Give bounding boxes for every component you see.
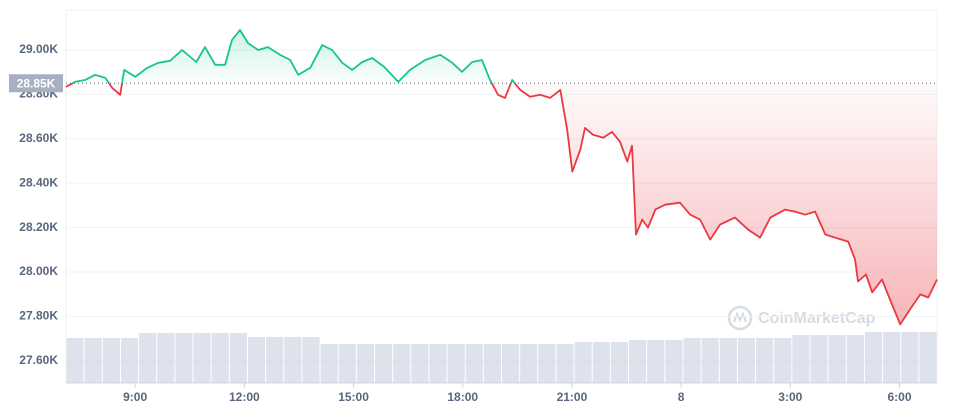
volume-bar	[356, 344, 374, 383]
y-tick-label: 28.40K	[19, 175, 58, 189]
watermark-text: CoinMarketCap	[758, 310, 876, 327]
volume-bar	[284, 337, 302, 383]
volume-bar	[810, 335, 828, 383]
volume-bar	[102, 338, 120, 383]
volume-bar	[157, 333, 175, 383]
x-tick-label: 21:00	[557, 390, 588, 404]
volume-bar	[574, 342, 592, 383]
x-tick-label: 3:00	[778, 390, 802, 404]
volume-bar	[175, 333, 193, 383]
volume-bar	[320, 344, 338, 383]
y-tick-label: 27.60K	[19, 353, 58, 367]
volume-bar	[302, 337, 320, 383]
volume-bar	[411, 344, 429, 383]
volume-bar	[883, 332, 901, 383]
volume-bar	[592, 342, 610, 383]
volume-bar	[247, 337, 266, 383]
x-tick-label: 9:00	[123, 390, 147, 404]
volume-bar	[502, 344, 520, 383]
volume-bar	[120, 338, 139, 383]
volume-bar	[538, 344, 556, 383]
volume-bar	[774, 338, 792, 383]
volume-bar	[393, 344, 411, 383]
y-tick-label: 29.00K	[19, 42, 58, 56]
y-tick-label: 27.80K	[19, 309, 58, 323]
volume-bar	[683, 338, 701, 383]
x-tick-label: 12:00	[229, 390, 260, 404]
volume-bar	[647, 340, 665, 383]
volume-bar	[483, 344, 501, 383]
volume-bar	[629, 340, 647, 383]
volume-bar	[919, 332, 937, 383]
volume-bar	[266, 337, 284, 383]
volume-bar	[211, 333, 229, 383]
x-tick-label: 18:00	[447, 390, 478, 404]
baseline-label-box	[9, 74, 63, 93]
volume-bar	[520, 344, 538, 383]
volume-bar	[719, 338, 737, 383]
volume-bar	[374, 344, 393, 383]
volume-bar	[864, 332, 883, 383]
x-tick-label: 6:00	[887, 390, 911, 404]
volume-bar	[701, 338, 719, 383]
x-tick-label: 8	[678, 390, 685, 404]
y-tick-label: 28.60K	[19, 131, 58, 145]
volume-bar	[901, 332, 919, 383]
volume-bar	[792, 335, 810, 383]
volume-bar	[139, 333, 157, 383]
volume-bar	[610, 342, 629, 383]
volume-bar	[737, 338, 756, 383]
volume-bar	[447, 344, 465, 383]
volume-bar	[556, 344, 574, 383]
volume-bar	[84, 338, 102, 383]
volume-bar	[193, 333, 211, 383]
price-area	[66, 30, 937, 325]
y-tick-label: 28.20K	[19, 220, 58, 234]
volume-bar	[665, 340, 683, 383]
x-tick-label: 15:00	[338, 390, 369, 404]
volume-bar	[846, 335, 864, 383]
y-tick-label: 28.00K	[19, 264, 58, 278]
volume-bar	[828, 335, 846, 383]
volume-bar	[465, 344, 483, 383]
watermark: CoinMarketCap	[727, 305, 876, 331]
baseline-label: 28.85K	[17, 76, 56, 90]
volume-bar	[66, 338, 84, 383]
volume-bar	[338, 344, 356, 383]
volume-bar	[229, 333, 247, 383]
price-line	[65, 29, 938, 326]
volume-bar	[756, 338, 774, 383]
volume-bar	[429, 344, 447, 383]
